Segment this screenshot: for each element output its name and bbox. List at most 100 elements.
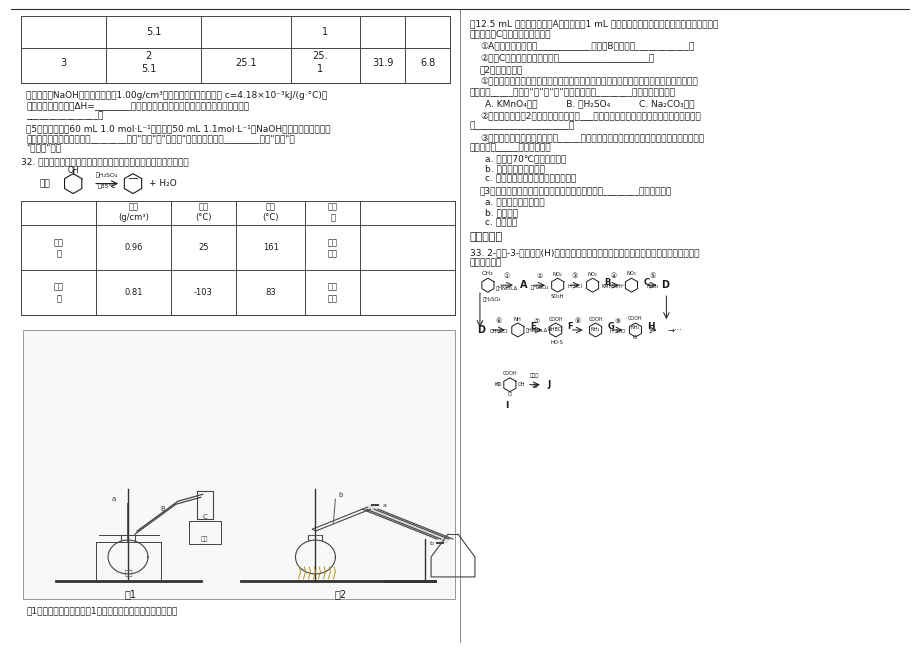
Text: a: a [112,496,116,503]
Text: -103: -103 [194,288,212,297]
Text: ⑦: ⑦ [533,318,539,324]
Text: SO₃H: SO₃H [550,294,563,299]
Text: 0.96: 0.96 [124,243,142,252]
Text: I: I [505,401,507,410]
Text: CH₃: CH₃ [482,271,494,276]
Text: b. 用金属钔: b. 用金属钔 [484,208,517,217]
Text: 膔85℃: 膔85℃ [97,184,116,189]
Text: NO₂: NO₂ [626,271,636,276]
FancyBboxPatch shape [23,330,455,599]
Text: b: b [428,540,433,546]
Text: C: C [202,514,207,520]
Text: ③: ③ [571,273,577,279]
Text: 溶解
性: 溶解 性 [327,202,337,222]
Text: NO₂: NO₂ [587,271,596,277]
Text: ②试管C置于冰水浴中的目的是____________________。: ②试管C置于冰水浴中的目的是____________________。 [480,53,653,62]
Text: B: B [160,506,165,512]
Text: 沸点
(°C): 沸点 (°C) [262,202,278,222]
Text: A: A [519,280,527,290]
Text: 25: 25 [198,243,209,252]
Text: 浓H₂SO₄: 浓H₂SO₄ [96,173,119,178]
Text: HO·S: HO·S [550,340,563,346]
Text: ③收集产品时，控制的温度应在_____左右，实验制得的环己烯精品明显低于理论产量，可: ③收集产品时，控制的温度应在_____左右，实验制得的环己烯精品明显低于理论产量… [480,133,703,142]
Text: 图2: 图2 [334,589,346,599]
Text: Cl: Cl [495,382,500,387]
Text: 25.1: 25.1 [234,58,256,68]
Text: 是_____________________。: 是_____________________。 [470,121,574,130]
Text: 已知盐酸、NaOH溶液密度近似为1.00g/cm³，中和后混合液的比热容 c=4.18×10⁻³kJ/(g·°C)，: 已知盐酸、NaOH溶液密度近似为1.00g/cm³，中和后混合液的比热容 c=4… [27,91,327,100]
Text: CH₃CCl: CH₃CCl [489,329,507,335]
Text: ①: ① [504,273,509,279]
Text: b. 环己醇实际用量多了: b. 环己醇实际用量多了 [484,165,544,174]
Text: E: E [529,322,535,331]
Text: c. 测定沸点: c. 测定沸点 [484,219,516,227]
Text: 难溶
于水: 难溶 于水 [327,283,337,303]
Text: a: a [382,503,386,508]
Text: 水浴: 水浴 [125,570,133,576]
Text: COOH: COOH [548,316,562,322]
Text: ①环己烯粗品中含有环己醇和少量有机酸性杂质等，加入饱和食盐水，振荡，静置，分层，: ①环己烯粗品中含有环己醇和少量有机酸性杂质等，加入饱和食盐水，振荡，静置，分层， [480,77,697,86]
Text: Cl: Cl [507,392,512,397]
Text: ⑥: ⑥ [495,318,502,324]
Text: G: G [607,322,614,331]
Text: COOH: COOH [587,316,602,322]
Text: 冰水: 冰水 [201,536,209,542]
Text: ________________。: ________________。 [27,111,104,120]
Text: HO: HO [494,382,501,387]
Text: A. KMnO₄溶液          B. 稀H₂SO₄          C. Na₂CO₃溶液: A. KMnO₄溶液 B. 稀H₂SO₄ C. Na₂CO₃溶液 [484,99,694,108]
Text: D: D [476,325,484,335]
Text: NH: NH [514,316,521,322]
Text: NHBCl: NHBCl [548,327,562,333]
Text: 2: 2 [145,51,152,61]
Text: D: D [661,280,669,290]
Text: ⑤: ⑤ [649,273,655,279]
Text: 5.1: 5.1 [141,64,156,74]
Text: （3）以下区分环己烯精品和粗品的方法，合理的是________（填字母）。: （3）以下区分环己烯精品和粗品的方法，合理的是________（填字母）。 [480,187,672,195]
Text: 浓H₂SO₄: 浓H₂SO₄ [482,297,501,302]
Text: 1: 1 [322,27,328,37]
Text: 浓H₂SO₄: 浓H₂SO₄ [530,284,549,290]
Text: ④: ④ [609,273,616,279]
Text: 25.: 25. [312,51,328,61]
Text: →···: →··· [666,326,682,335]
Text: 环己烯在_____层（填“上”或“下”），分液后用________洗涂（填字母）。: 环己烯在_____层（填“上”或“下”），分液后用________洗涂（填字母）… [470,87,675,96]
Text: 氧化剂: 氧化剂 [529,373,539,378]
Text: 五、推断题: 五、推断题 [470,232,503,242]
Text: （2）制备精品：: （2）制备精品： [480,65,523,74]
Text: 密度
(g/cm³): 密度 (g/cm³) [118,202,149,222]
Text: COOH: COOH [502,371,516,376]
Text: 述实验相比，所放出的热量________（填"相等"或"不相等"），所求中和热________（填"相等"或: 述实验相比，所放出的热量________（填"相等"或"不相等"），所求中和热_… [27,134,295,143]
Text: FeCl₃: FeCl₃ [645,284,658,288]
Text: NH₂: NH₂ [630,326,640,331]
Text: 6.8: 6.8 [419,58,435,68]
Text: ⑩: ⑩ [531,383,538,389]
Text: 能的原因是_____（填字母）。: 能的原因是_____（填字母）。 [470,143,551,152]
Text: OH: OH [67,166,79,175]
Text: 制12.5 mL 环己醇加入试管A中，再加入1 mL 浓硫酸，摇匀放入碎瓷片，缓慢加热至反应完: 制12.5 mL 环己醇加入试管A中，再加入1 mL 浓硫酸，摇匀放入碎瓷片，缓… [470,20,718,28]
Text: Cl: Cl [632,335,637,340]
Text: H: H [647,322,654,331]
Text: 1: 1 [317,64,323,74]
Text: NO₂: NO₂ [552,271,562,277]
Text: 5.1: 5.1 [145,27,161,37]
Text: 熳点
(°C): 熳点 (°C) [195,202,211,222]
Text: 浓HNO₃,Δ: 浓HNO₃,Δ [495,286,517,290]
Text: + H₂O: + H₂O [149,179,176,188]
Text: NH₂: NH₂ [590,327,599,333]
Text: 3: 3 [61,58,67,68]
Text: B: B [604,278,610,286]
Text: "不相等"）。: "不相等"）。 [27,144,62,153]
Text: COOH: COOH [628,316,642,320]
Text: 0.81: 0.81 [124,288,142,297]
Text: c. 制备粗品时环己醇随产品一起蒸出: c. 制备粗品时环己醇随产品一起蒸出 [484,174,575,184]
Text: （1）制备粗品：采用如图1所示装置，用环己醇制备环己烯。: （1）制备粗品：采用如图1所示装置，用环己醇制备环己烯。 [27,607,177,616]
Text: 环己
醇: 环己 醇 [53,238,63,258]
Text: 图1: 图1 [125,589,137,599]
Text: b: b [338,492,342,498]
Text: 能溶
于水: 能溶 于水 [327,238,337,258]
Text: F: F [567,322,573,331]
Text: a. 用酸性高锰酸鿨溶液: a. 用酸性高锰酸鿨溶液 [484,199,544,208]
Text: C: C [642,278,649,286]
Text: ②再将环己烯按图2装置蒸馏，冷却水从___口（填字母）进入，蒸馏时加入生石灰，目的: ②再将环己烯按图2装置蒸馏，冷却水从___口（填字母）进入，蒸馏时加入生石灰，目… [480,111,700,120]
Text: 稀H₂SO₄,Δ: 稀H₂SO₄,Δ [525,329,547,333]
